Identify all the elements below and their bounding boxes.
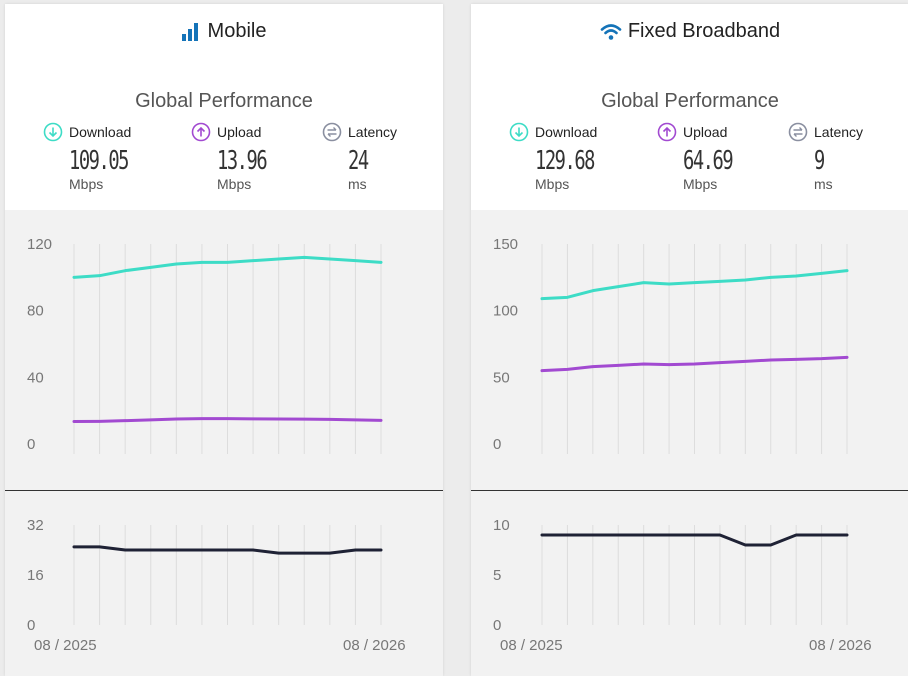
download-label: Download [69, 124, 132, 140]
latency-series-line [540, 533, 849, 547]
y-axis-tick-label: 0 [27, 436, 35, 453]
download-value: 129.68 [535, 146, 595, 176]
panel-header: Mobile [5, 20, 443, 43]
latency-y-axis-tick-label: 16 [27, 567, 44, 584]
latency-series-line [72, 545, 383, 555]
panel-subtitle: Global Performance [601, 90, 779, 112]
upload-unit: Mbps [683, 176, 718, 192]
latency-y-axis-tick-label: 5 [493, 567, 501, 584]
upload-series-line [540, 355, 849, 373]
y-axis-tick-label: 40 [27, 369, 44, 386]
latency-value: 24 [348, 146, 369, 176]
fixed-broadband-chart-area: 0 50 100 150 0 5 10 08 / 2025 08 / 2026 [471, 210, 908, 676]
latency-y-axis-tick-label: 10 [493, 517, 510, 534]
x-tick-label: 08 / 2025 [500, 637, 563, 654]
x-tick-label: 08 / 2026 [343, 637, 406, 654]
download-value: 109.05 [69, 146, 129, 176]
latency-label: Latency [814, 124, 864, 140]
upload-metric: Upload 13.96 Mbps [191, 122, 331, 192]
panel-header: Fixed Broadband [471, 20, 908, 43]
upload-label: Upload [683, 124, 728, 140]
download-icon [43, 122, 63, 142]
latency-metric: Latency 9 ms [788, 122, 908, 192]
upload-value: 13.96 [217, 146, 268, 176]
fixed-broadband-panel: Fixed Broadband Global Performance Downl… [471, 4, 908, 676]
latency-icon [788, 122, 808, 142]
signal-bars-icon [181, 22, 198, 41]
download-icon [509, 122, 529, 142]
latency-metric: Latency 24 ms [322, 122, 462, 192]
fixed-broadband-chart: 0 50 100 150 0 5 10 08 / 2025 08 / 2026 [493, 236, 872, 654]
download-label: Download [535, 124, 598, 140]
latency-icon [322, 122, 342, 142]
upload-metric: Upload 64.69 Mbps [657, 122, 797, 192]
download-unit: Mbps [535, 176, 570, 192]
download-series-line [540, 269, 849, 301]
y-axis-tick-label: 150 [493, 236, 518, 253]
download-metric: Download 109.05 Mbps [43, 122, 183, 192]
upload-icon [191, 122, 211, 142]
download-series-line [72, 255, 383, 279]
chart-divider [471, 490, 908, 491]
panel-title: Mobile [207, 20, 267, 42]
upload-icon [657, 122, 677, 142]
latency-unit: ms [814, 176, 833, 192]
wifi-icon [600, 23, 622, 40]
latency-y-axis-tick-label: 32 [27, 517, 44, 534]
mobile-chart: 0 40 80 120 0 16 32 08 / 2025 08 / 2026 [27, 236, 406, 654]
upload-unit: Mbps [217, 176, 252, 192]
x-tick-label: 08 / 2026 [809, 637, 872, 654]
chart-divider [5, 490, 443, 491]
download-unit: Mbps [69, 176, 104, 192]
y-axis-tick-label: 80 [27, 303, 44, 320]
latency-y-axis-tick-label: 0 [493, 617, 501, 634]
y-axis-tick-label: 50 [493, 369, 510, 386]
y-axis-tick-label: 120 [27, 236, 52, 253]
latency-value: 9 [814, 146, 825, 176]
upload-value: 64.69 [683, 146, 734, 176]
panel-title: Fixed Broadband [627, 20, 781, 42]
upload-series-line [72, 417, 383, 423]
panel-subtitle: Global Performance [135, 90, 313, 112]
latency-y-axis-tick-label: 0 [27, 617, 35, 634]
download-metric: Download 129.68 Mbps [509, 122, 649, 192]
latency-unit: ms [348, 176, 367, 192]
y-axis-tick-label: 100 [493, 303, 518, 320]
mobile-panel: Mobile Global Performance Download 109.0… [5, 4, 443, 676]
upload-label: Upload [217, 124, 262, 140]
mobile-chart-area: 0 40 80 120 0 16 32 08 / 2025 08 / 2026 [5, 210, 443, 676]
latency-label: Latency [348, 124, 398, 140]
x-tick-label: 08 / 2025 [34, 637, 97, 654]
y-axis-tick-label: 0 [493, 436, 501, 453]
